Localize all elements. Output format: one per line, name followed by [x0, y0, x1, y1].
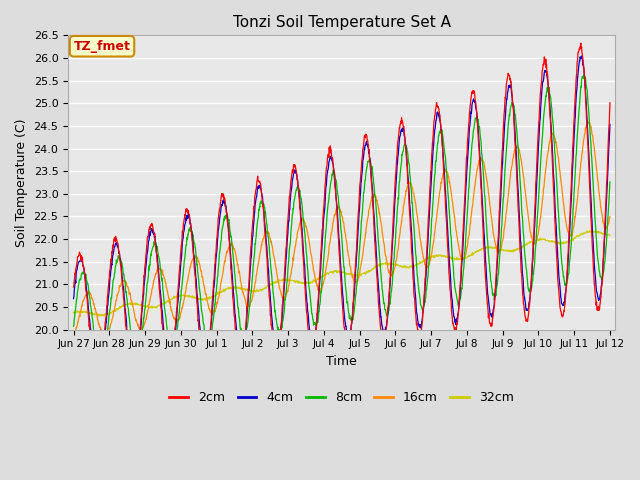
X-axis label: Time: Time — [326, 355, 357, 368]
Legend: 2cm, 4cm, 8cm, 16cm, 32cm: 2cm, 4cm, 8cm, 16cm, 32cm — [164, 386, 519, 409]
Text: TZ_fmet: TZ_fmet — [74, 40, 131, 53]
Title: Tonzi Soil Temperature Set A: Tonzi Soil Temperature Set A — [233, 15, 451, 30]
Y-axis label: Soil Temperature (C): Soil Temperature (C) — [15, 118, 28, 247]
